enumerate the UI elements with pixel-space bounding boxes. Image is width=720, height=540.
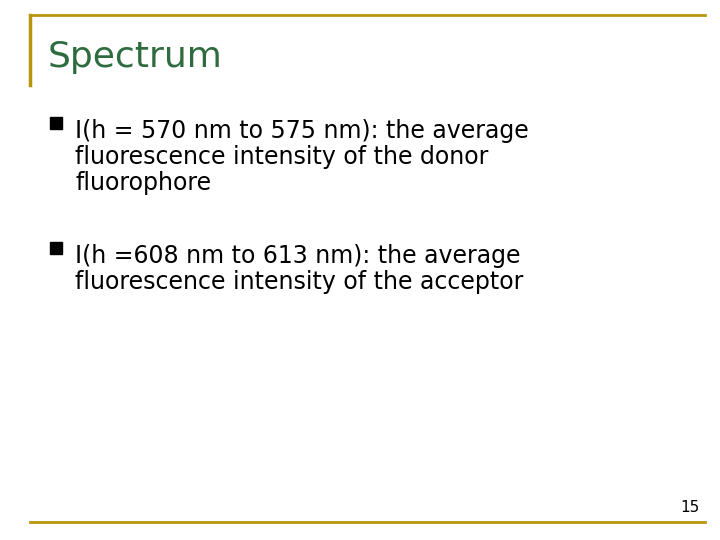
Text: 15: 15 — [680, 500, 700, 515]
Bar — [50, 117, 62, 129]
Bar — [50, 242, 62, 254]
Text: fluorescence intensity of the donor: fluorescence intensity of the donor — [75, 145, 488, 169]
Text: fluorescence intensity of the acceptor: fluorescence intensity of the acceptor — [75, 270, 523, 294]
Text: I(h =608 nm to 613 nm): the average: I(h =608 nm to 613 nm): the average — [75, 244, 521, 268]
Text: fluorophore: fluorophore — [75, 171, 211, 195]
Text: Spectrum: Spectrum — [48, 40, 223, 74]
Text: I(h = 570 nm to 575 nm): the average: I(h = 570 nm to 575 nm): the average — [75, 119, 528, 143]
